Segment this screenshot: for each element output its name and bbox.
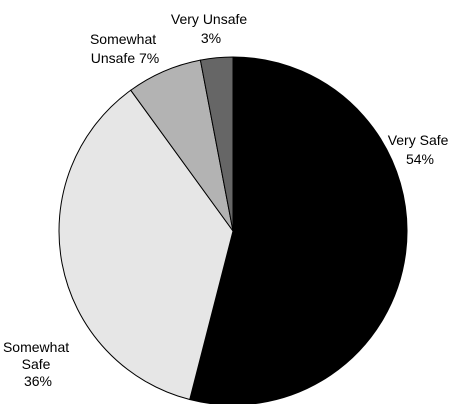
label-very-safe-value: 54% (406, 151, 434, 167)
slice-very-unsafe (199, 56, 234, 232)
slice-somewhat-safe (58, 89, 234, 401)
label-very-safe: Very Safe 54% (388, 132, 453, 167)
label-very-unsafe-name: Very Unsafe (171, 11, 247, 27)
label-somewhat-safe-word2: Safe (22, 356, 51, 372)
label-somewhat-safe-word1: Somewhat (3, 339, 69, 355)
label-somewhat-unsafe: Somewhat Unsafe 7% (90, 31, 160, 66)
pie-slices (58, 56, 408, 404)
label-somewhat-unsafe-word1: Somewhat (90, 31, 156, 47)
label-somewhat-unsafe-rest: Unsafe 7% (91, 50, 159, 66)
label-very-unsafe: Very Unsafe 3% (171, 11, 251, 46)
slice-very-safe (189, 56, 408, 404)
label-very-unsafe-value: 3% (201, 30, 221, 46)
label-very-safe-name: Very Safe (388, 132, 449, 148)
label-somewhat-safe: Somewhat Safe 36% (3, 339, 73, 389)
label-somewhat-safe-value: 36% (24, 373, 52, 389)
